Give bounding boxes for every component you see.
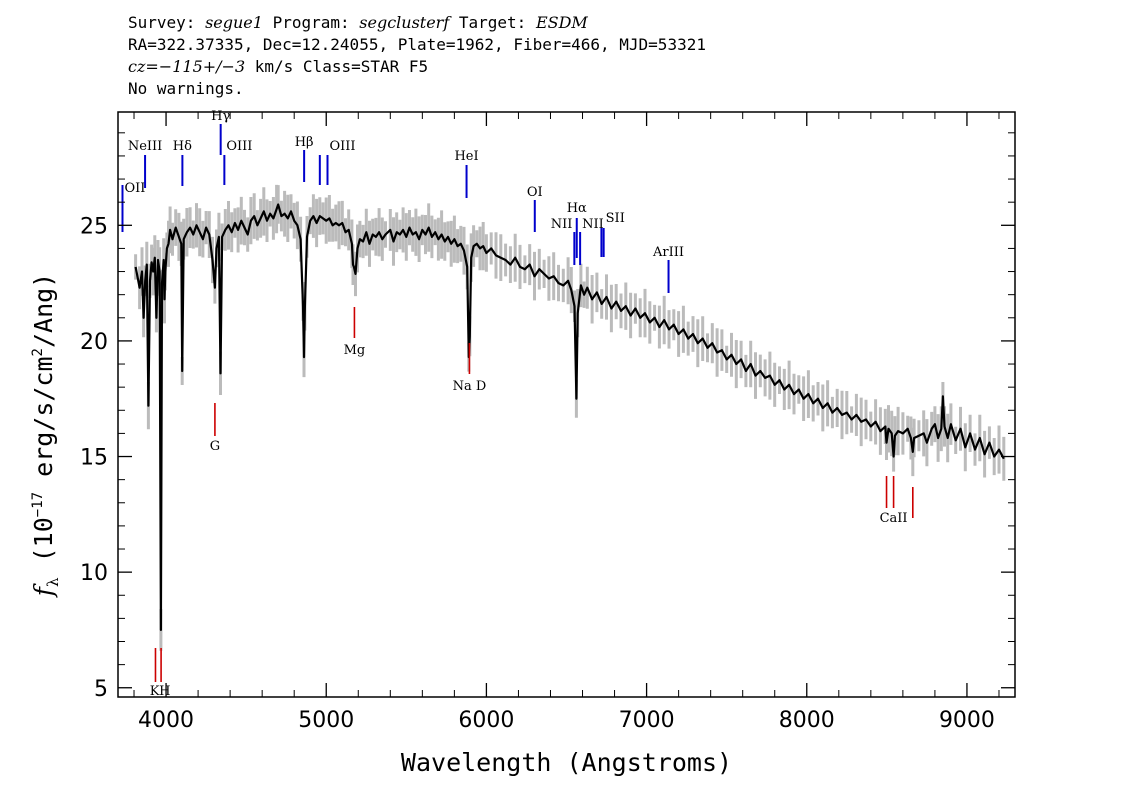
absorption-label: K (150, 684, 160, 699)
absorption-label: G (210, 439, 220, 454)
x-tick-label: 4000 (138, 708, 194, 733)
error-band-strokes (134, 184, 1006, 651)
emission-label: OI (527, 185, 543, 200)
emission-label: OII (124, 181, 145, 196)
y-axis-label-part: (10 (29, 517, 58, 577)
y-axis-label-part: −17 (30, 492, 46, 517)
header-survey-part-4: Target: (449, 13, 536, 32)
header-cz-part-0: cz=−115+/−3 (128, 57, 246, 76)
absorption-label: Na D (453, 379, 487, 394)
header-line-redshift-class: cz=−115+/−3 km/s Class=STAR F5 (128, 56, 706, 78)
spectrum-line (134, 203, 1005, 631)
y-tick-label: 15 (80, 446, 108, 471)
absorption-label: Mg (344, 343, 366, 358)
header-survey-part-0: Survey: (128, 13, 206, 32)
header-survey-part-3: segclusterf (359, 13, 450, 32)
header-survey-part-5: ESDM (535, 13, 588, 32)
emission-label: ArIII (652, 245, 684, 260)
x-tick-label: 9000 (939, 708, 995, 733)
y-axis-label-part: 2 (30, 348, 46, 356)
emission-label: NII (582, 217, 604, 232)
header-line-warnings: No warnings. (128, 79, 244, 98)
header-cz-part-1: km/s Class=STAR F5 (245, 57, 429, 76)
header-line-coordinates: RA=322.37335, Dec=12.24055, Plate=1962, … (128, 35, 706, 54)
emission-label: Hβ (295, 135, 314, 150)
spectrum-header: Survey: segue1 Program: segclusterf Targ… (128, 12, 706, 100)
header-line-survey: Survey: segue1 Program: segclusterf Targ… (128, 12, 706, 34)
y-axis-label-part: λ (44, 577, 62, 587)
emission-label: OIII (226, 139, 252, 154)
emission-label: NeIII (128, 139, 162, 154)
y-tick-label: 10 (80, 561, 108, 586)
x-axis-label: Wavelength (Angstroms) (401, 748, 732, 777)
header-survey-part-2: Program: (262, 13, 360, 32)
x-tick-label: 5000 (298, 708, 354, 733)
x-tick-label: 7000 (619, 708, 675, 733)
absorption-label: CaII (880, 511, 908, 526)
absorption-label: H (159, 684, 170, 699)
error-band (134, 184, 1006, 651)
x-tick-label: 6000 (458, 708, 514, 733)
emission-label: Hδ (173, 139, 192, 154)
plot-frame (117, 111, 1016, 698)
x-tick-label: 8000 (779, 708, 835, 733)
y-tick-label: 5 (94, 677, 108, 702)
y-axis-label-part: /Ang) (29, 273, 58, 348)
y-tick-label: 25 (80, 214, 108, 239)
axes: 4000 5000 6000 7000 8000 9000 5 10 15 20 25 (80, 112, 1015, 733)
emission-label: OIII (330, 139, 356, 154)
emission-label: SII (606, 211, 625, 226)
y-axis-label-part: f (29, 583, 58, 598)
emission-label: Hα (567, 201, 587, 216)
y-tick-label: 20 (80, 330, 108, 355)
y-axis-label-part: erg/s/cm (29, 356, 58, 491)
header-survey-part-1: segue1 (205, 13, 263, 32)
emission-label: NII (551, 217, 573, 232)
y-axis-label: fλ (10−17 erg/s/cm2/Ang) (29, 273, 62, 598)
emission-label: HeI (454, 149, 478, 164)
